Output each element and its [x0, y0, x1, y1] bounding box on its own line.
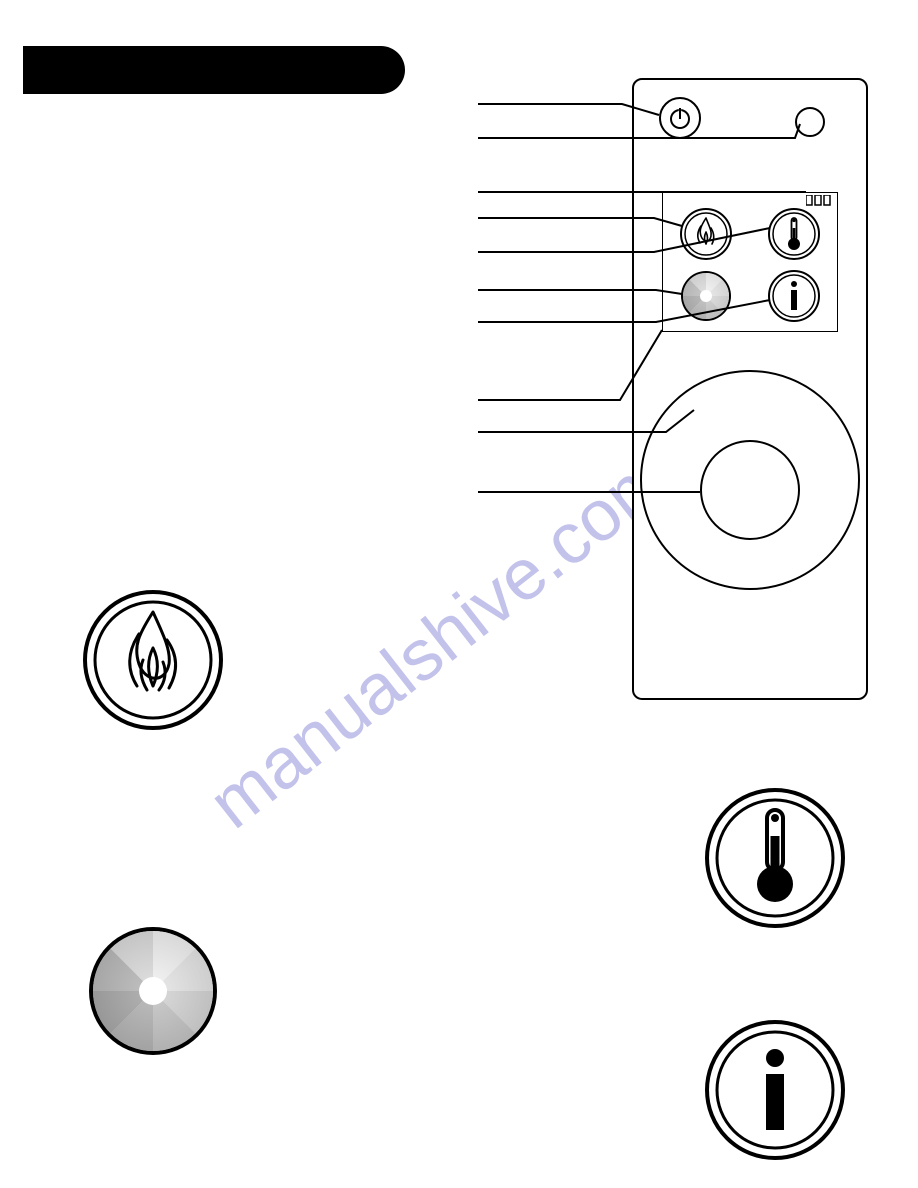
- info-icon-large: [705, 1020, 845, 1160]
- color-wheel-icon-large: [88, 926, 218, 1056]
- thermometer-icon-large: [705, 788, 845, 928]
- leader-lines: [0, 0, 918, 600]
- flame-icon-large: [83, 590, 223, 730]
